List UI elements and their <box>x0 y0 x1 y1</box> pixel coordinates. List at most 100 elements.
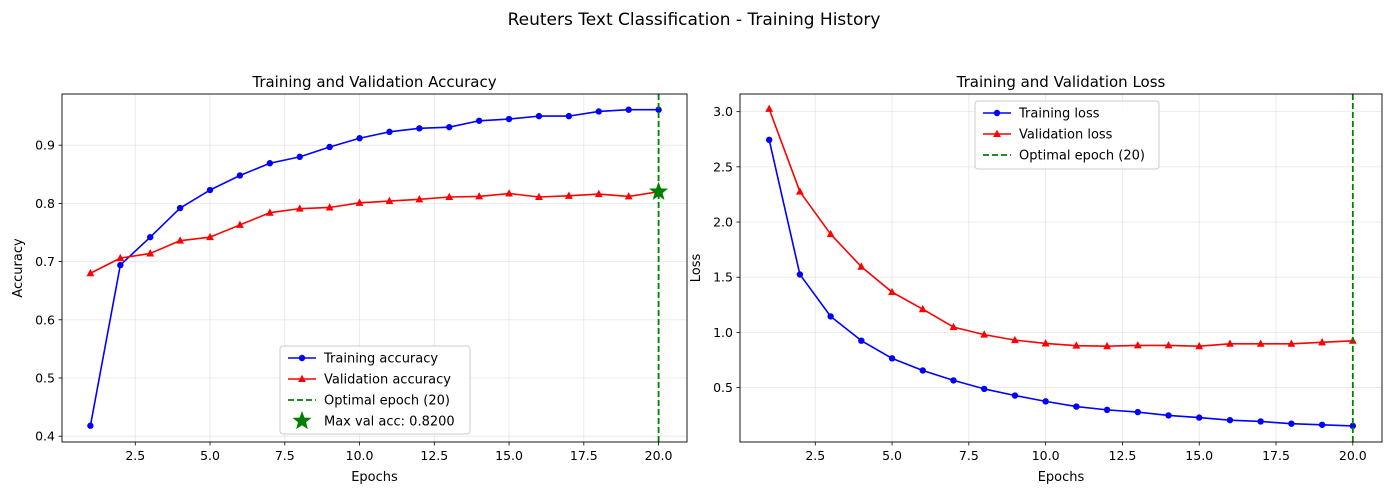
series-2 <box>765 104 1357 350</box>
x-tick-label: 5.0 <box>200 448 220 463</box>
data-point <box>857 262 866 270</box>
data-point <box>385 196 394 205</box>
data-point <box>236 220 244 228</box>
y-tick-label: 0.4 <box>35 429 55 444</box>
data-point <box>565 112 573 120</box>
data-point <box>796 271 804 278</box>
x-tick-label: 20.0 <box>645 448 673 463</box>
plot-panel-2: 2.5 5.0 7.5 10.0 12.5 15.0 17.5 20.0 0.5 1.0 1.5 2.… <box>689 73 1383 485</box>
data-point <box>326 143 333 151</box>
data-point <box>594 189 603 198</box>
data-point <box>1256 339 1265 347</box>
data-point <box>1133 341 1142 349</box>
data-point <box>416 125 423 132</box>
data-point <box>1349 422 1357 430</box>
data-point <box>1103 406 1111 414</box>
data-layer <box>86 94 663 442</box>
data-point <box>176 204 184 212</box>
data-point <box>1288 420 1295 427</box>
data-point <box>950 377 957 384</box>
data-point <box>1042 398 1049 405</box>
y-axis-label: Loss <box>689 254 704 283</box>
data-point <box>116 253 125 262</box>
legend-label: Max val acc: 0.8200 <box>324 415 455 430</box>
y-tick-label: 2.5 <box>713 159 733 174</box>
data-point <box>1257 418 1264 425</box>
data-point <box>266 160 274 167</box>
legend-label: Validation loss <box>1019 128 1113 143</box>
data-point <box>949 322 958 331</box>
legend-label: Training loss <box>1018 107 1100 122</box>
series-1 <box>87 106 662 429</box>
y-tick-label: 1.5 <box>713 270 733 285</box>
data-point <box>535 112 543 120</box>
plot-panel-1: 2.5 5.0 7.5 10.0 12.5 15.0 17.5 20.0 0.4 0.5 0.6 0.… <box>11 73 688 485</box>
x-tick-label: 10.0 <box>346 448 374 463</box>
data-point <box>1011 392 1019 399</box>
legend: Training accuracy Validation accuracy Opti… <box>279 345 471 435</box>
x-tick-label: 2.5 <box>125 448 145 463</box>
data-point <box>1103 341 1111 350</box>
x-tick-label: 20.0 <box>1339 448 1367 463</box>
data-point <box>236 172 244 179</box>
y-tick-label: 0.6 <box>35 312 55 327</box>
x-tick-label: 5.0 <box>882 448 902 463</box>
data-point <box>1073 403 1080 410</box>
data-point <box>146 249 155 257</box>
data-point <box>535 192 543 201</box>
data-point <box>117 261 124 269</box>
y-tick-label: 3.0 <box>713 104 733 119</box>
data-point <box>826 229 835 238</box>
data-point <box>765 104 774 112</box>
series-line <box>768 139 1353 427</box>
data-point <box>415 195 424 203</box>
x-axis-label: Epochs <box>1038 470 1085 485</box>
data-point <box>296 153 303 161</box>
y-tick-label: 2.0 <box>713 215 733 230</box>
legend-label: Validation accuracy <box>324 373 451 388</box>
series-line <box>90 190 659 274</box>
data-point <box>795 187 804 195</box>
data-point <box>1226 339 1234 347</box>
data-point <box>564 191 573 199</box>
data-point <box>86 268 95 277</box>
data-point <box>595 108 602 115</box>
y-tick-label: 0.8 <box>35 196 55 211</box>
x-axis-label: Epochs <box>351 470 398 485</box>
plot-title: Training and Validation Loss <box>956 73 1166 91</box>
legend-swatch-marker <box>993 129 1001 137</box>
data-point <box>888 287 896 296</box>
series-line <box>89 108 659 426</box>
data-point <box>1164 341 1173 349</box>
data-point <box>919 367 926 374</box>
x-tick-label: 12.5 <box>420 448 448 463</box>
data-point <box>356 135 363 142</box>
data-point <box>206 186 214 194</box>
data-point <box>655 106 662 113</box>
x-tick-label: 7.5 <box>275 448 295 463</box>
data-point <box>206 232 214 241</box>
data-point <box>858 337 865 344</box>
data-point <box>505 189 513 197</box>
legend-label: Optimal epoch (20) <box>1019 149 1145 164</box>
axes-frame <box>61 93 688 443</box>
data-point <box>1287 339 1296 347</box>
y-tick-label: 0.5 <box>35 370 55 385</box>
data-point <box>445 192 454 201</box>
figure-suptitle: Reuters Text Classification - Training H… <box>508 10 881 30</box>
data-point <box>625 106 632 113</box>
data-point <box>1165 412 1172 419</box>
x-tick-label: 15.0 <box>1185 448 1213 463</box>
legend-label: Optimal epoch (20) <box>324 394 450 409</box>
data-point <box>355 198 364 206</box>
data-point <box>147 233 154 241</box>
legend-label: Training accuracy <box>323 352 438 367</box>
y-axis-label: Accuracy <box>11 238 26 298</box>
data-point <box>1318 421 1326 428</box>
plot-title: Training and Validation Accuracy <box>251 73 496 91</box>
series-1 <box>765 136 1357 430</box>
data-point <box>981 385 988 393</box>
axes-frame <box>739 93 1383 443</box>
data-point <box>386 128 393 136</box>
